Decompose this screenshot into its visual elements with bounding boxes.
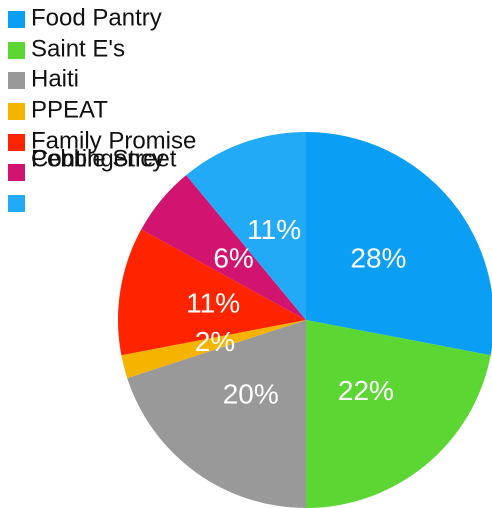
legend-label: PPEAT: [31, 96, 108, 123]
legend-swatch: [8, 134, 25, 151]
data-label: 22%: [338, 375, 394, 406]
legend-swatch: [8, 195, 25, 212]
pie-slice: [121, 320, 307, 379]
data-label: 20%: [223, 378, 279, 409]
pie-slice: [186, 132, 306, 320]
legend-label: Pebble Street: [31, 145, 177, 172]
legend-swatch: [8, 164, 25, 181]
data-label: 2%: [195, 326, 235, 357]
legend-label: Food Pantry: [31, 4, 162, 31]
legend-label: Saint E's: [31, 35, 125, 62]
legend-swatch: [8, 72, 25, 89]
legend-swatch: [8, 103, 25, 120]
pie-slice: [141, 175, 306, 320]
pie-slice: [306, 132, 492, 356]
pie-slice: [127, 320, 306, 508]
legend-label: Haiti: [31, 65, 79, 92]
pie-slice: [306, 320, 491, 508]
legend-swatch: [8, 42, 25, 59]
data-label: 6%: [213, 242, 253, 273]
data-label: 11%: [186, 288, 240, 319]
data-label: 28%: [350, 242, 406, 273]
legend-swatch: [8, 11, 25, 28]
data-label: 11%: [247, 214, 301, 245]
legend-label: Family Promise: [31, 127, 196, 154]
legend-label: Contingency: [31, 145, 164, 172]
pie-slice: [117, 229, 306, 356]
